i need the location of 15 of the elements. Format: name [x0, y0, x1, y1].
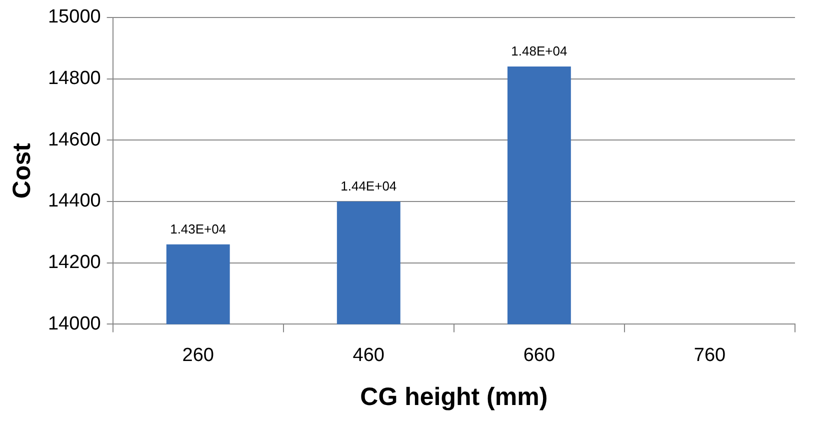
data-label: 1.43E+04 [170, 222, 226, 237]
data-label: 1.44E+04 [340, 178, 397, 194]
x-tick-label: 460 [352, 344, 384, 366]
x-tick-label: 660 [523, 344, 556, 366]
y-tick-label: 14400 [48, 190, 101, 212]
data-label: 1.48E+04 [511, 44, 568, 59]
x-tick-label: 760 [694, 344, 726, 366]
y-tick-label: 14600 [48, 129, 101, 150]
y-tick-label: 14200 [48, 252, 101, 274]
y-tick-label: 15000 [48, 6, 101, 28]
y-axis-title: Cost [8, 142, 36, 199]
x-tick-label: 260 [182, 344, 214, 366]
y-tick-label: 14000 [48, 313, 101, 334]
x-axis-title: CG height (mm) [360, 382, 548, 411]
y-tick-label: 14800 [48, 68, 101, 89]
